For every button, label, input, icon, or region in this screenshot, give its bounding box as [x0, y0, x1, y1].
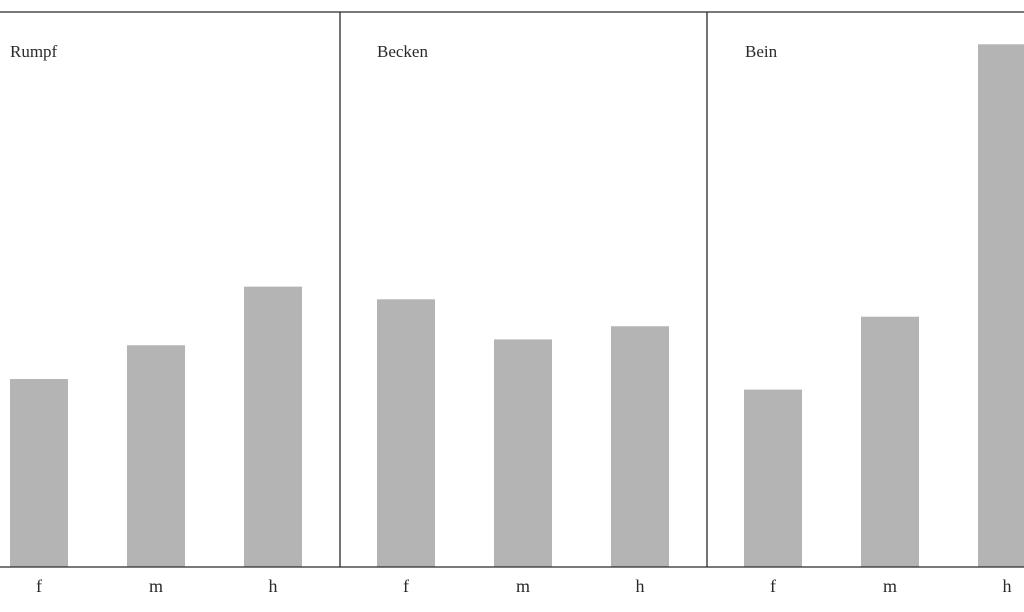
bar-bein-h: [978, 44, 1024, 567]
x-tick-label: h: [269, 576, 278, 596]
panel-bein: Bein f m h: [744, 42, 1024, 596]
x-tick-label: f: [770, 576, 776, 596]
panel-becken: Becken f m h: [377, 42, 669, 596]
x-tick-label: m: [883, 576, 897, 596]
panel-title: Bein: [745, 42, 778, 61]
x-tick-label: f: [403, 576, 409, 596]
bar-becken-m: [494, 339, 552, 567]
x-tick-label: m: [149, 576, 163, 596]
panels-group: Rumpf f m h Becken f m h Bein f m h: [10, 42, 1024, 596]
chart-frame: [0, 11, 1024, 568]
bar-bein-f: [744, 389, 802, 567]
x-tick-label: h: [636, 576, 645, 596]
x-tick-label: h: [1003, 576, 1012, 596]
panel-title: Becken: [377, 42, 428, 61]
panel-title: Rumpf: [10, 42, 58, 61]
bar-becken-f: [377, 299, 435, 567]
x-tick-label: f: [36, 576, 42, 596]
bar-rumpf-m: [127, 345, 185, 567]
x-tick-label: m: [516, 576, 530, 596]
bar-becken-h: [611, 326, 669, 567]
bar-bein-m: [861, 316, 919, 567]
bar-rumpf-f: [10, 379, 68, 567]
bar-rumpf-h: [244, 286, 302, 567]
panel-rumpf: Rumpf f m h: [10, 42, 302, 596]
